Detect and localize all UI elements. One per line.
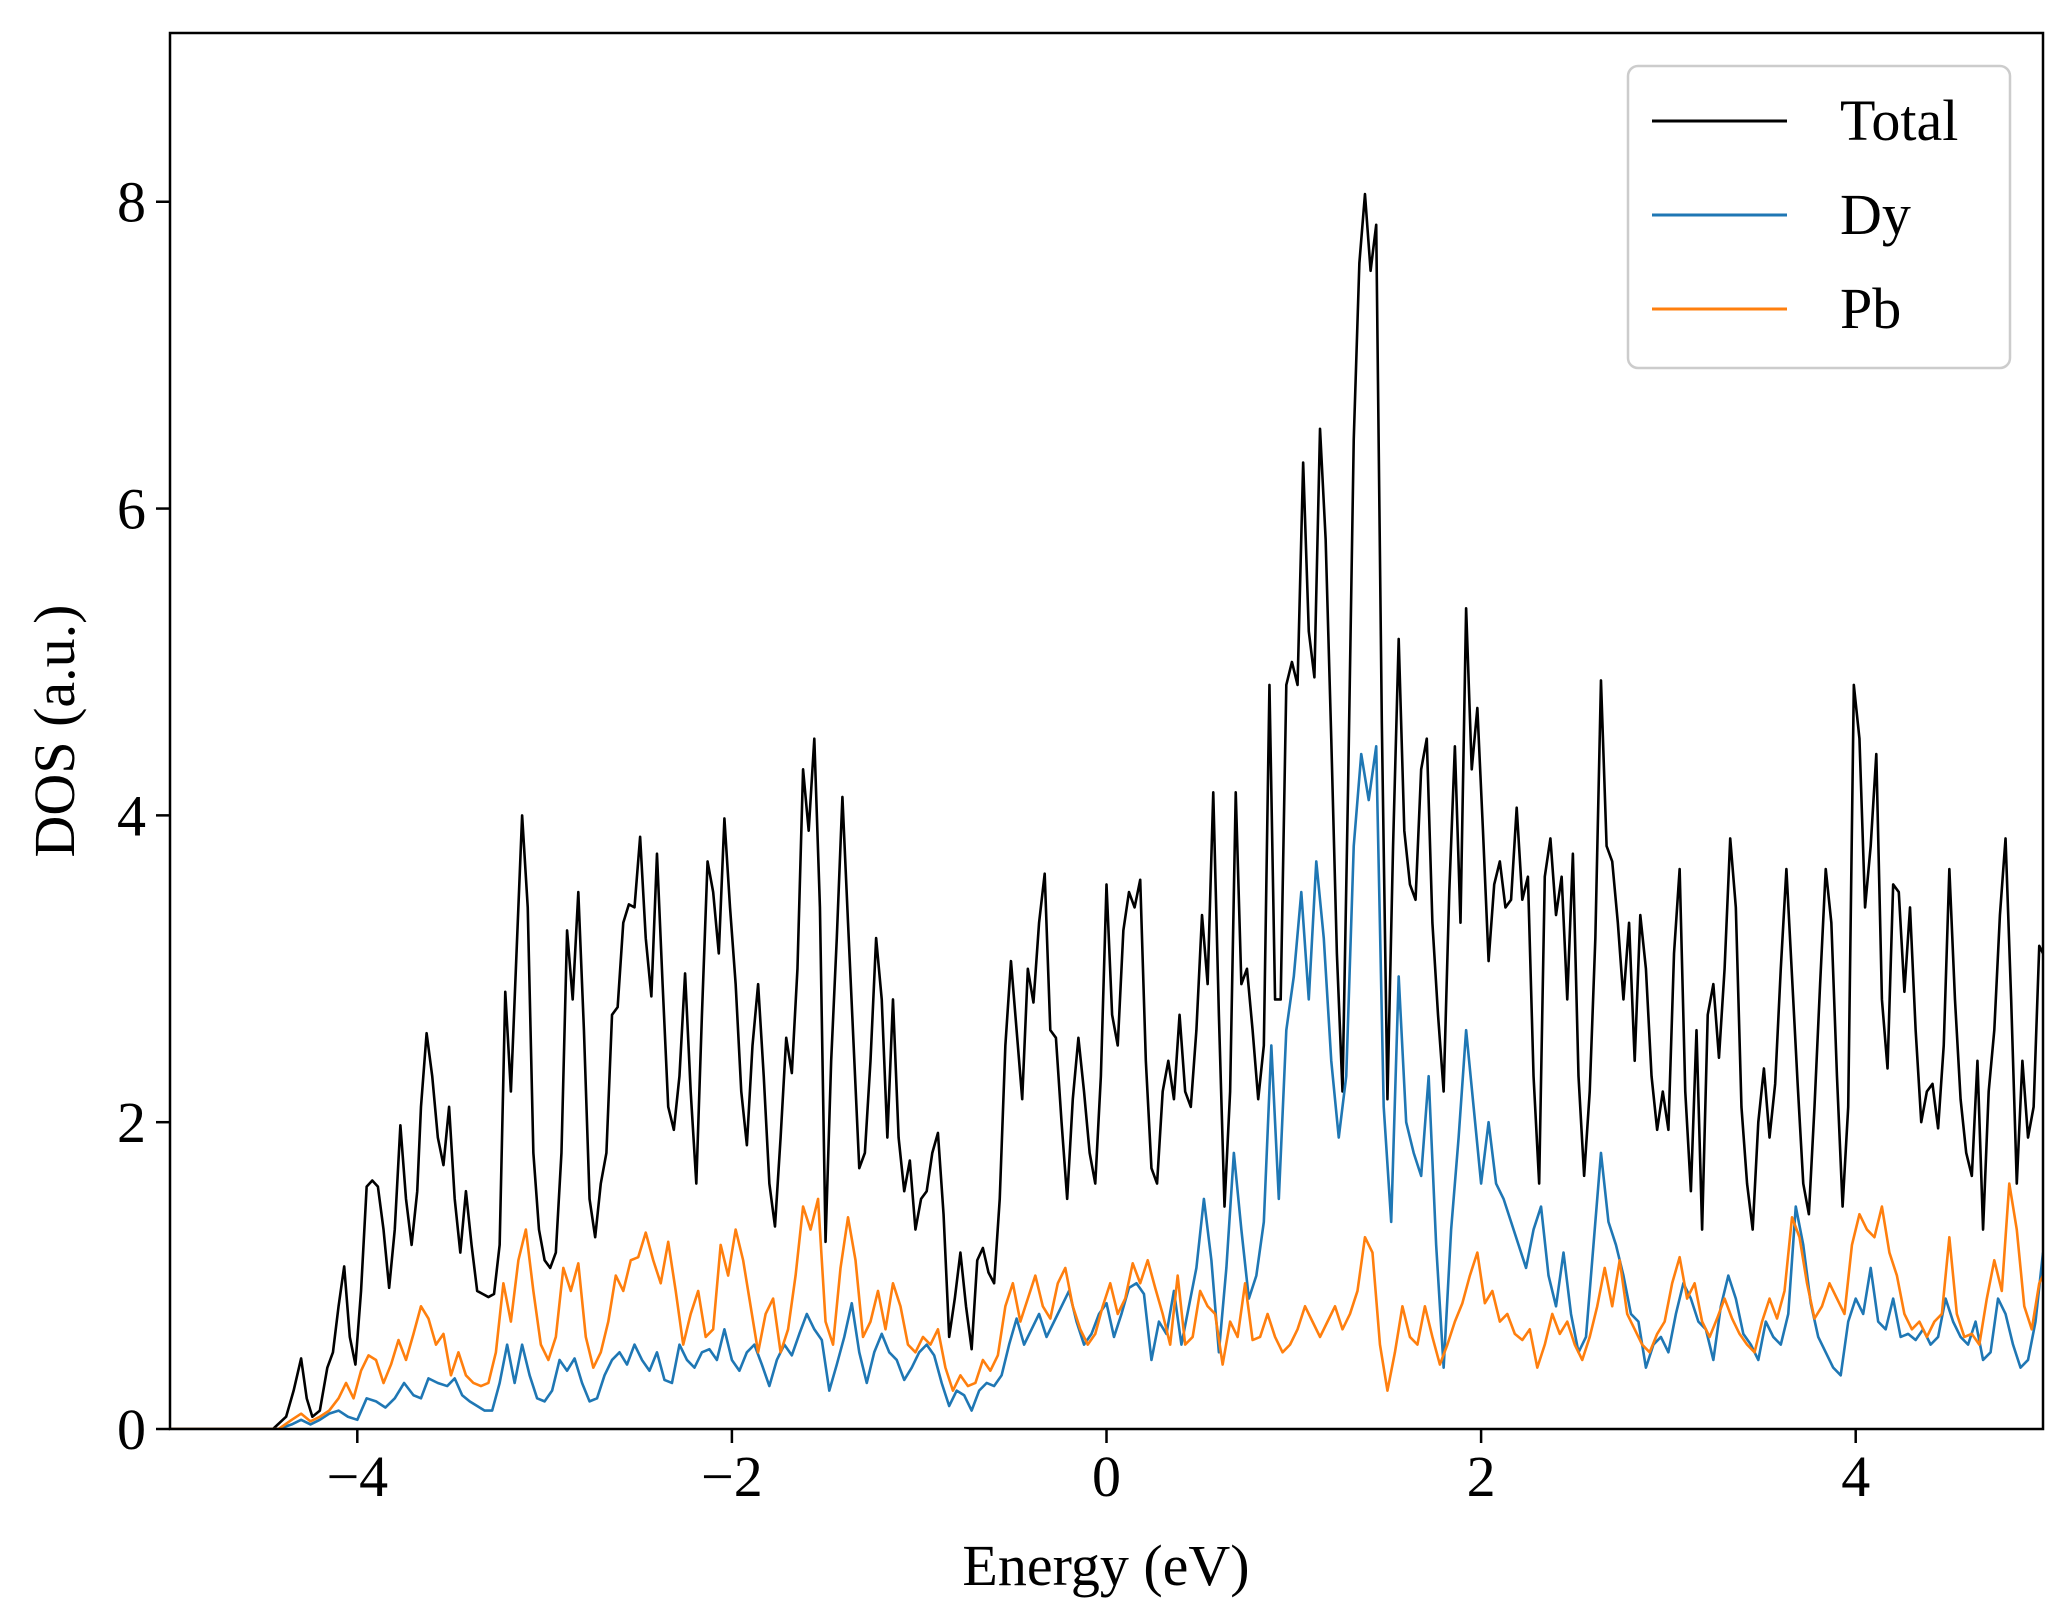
- series-layer: [170, 192, 2043, 1429]
- legend-frame: [1626, 64, 2012, 370]
- x-tick-label: 4: [1841, 1444, 1870, 1509]
- legend-label-pb: Pb: [1840, 276, 1901, 341]
- x-tick-label: 0: [1092, 1444, 1121, 1509]
- y-axis: 0 2 4 6 8: [117, 170, 170, 1462]
- legend: Total Dy Pb: [1626, 64, 2012, 370]
- y-tick-label: 6: [117, 477, 146, 542]
- series-line-total: [170, 192, 2043, 1429]
- y-tick-label: 4: [117, 783, 146, 848]
- y-tick-label: 2: [117, 1090, 146, 1155]
- y-axis-label: DOS (a.u.): [22, 605, 87, 858]
- x-tick-label: −4: [326, 1444, 388, 1509]
- y-tick-label: 0: [117, 1397, 146, 1462]
- x-tick-label: −2: [701, 1444, 763, 1509]
- x-tick-label: 2: [1467, 1444, 1496, 1509]
- legend-label-dy: Dy: [1840, 182, 1911, 247]
- series-line-pb: [170, 1182, 2043, 1429]
- y-tick-label: 8: [117, 170, 146, 235]
- x-axis: −4 −2 0 2 4: [326, 1429, 1870, 1509]
- x-axis-label: Energy (eV): [962, 1533, 1249, 1598]
- legend-label-total: Total: [1840, 88, 1958, 153]
